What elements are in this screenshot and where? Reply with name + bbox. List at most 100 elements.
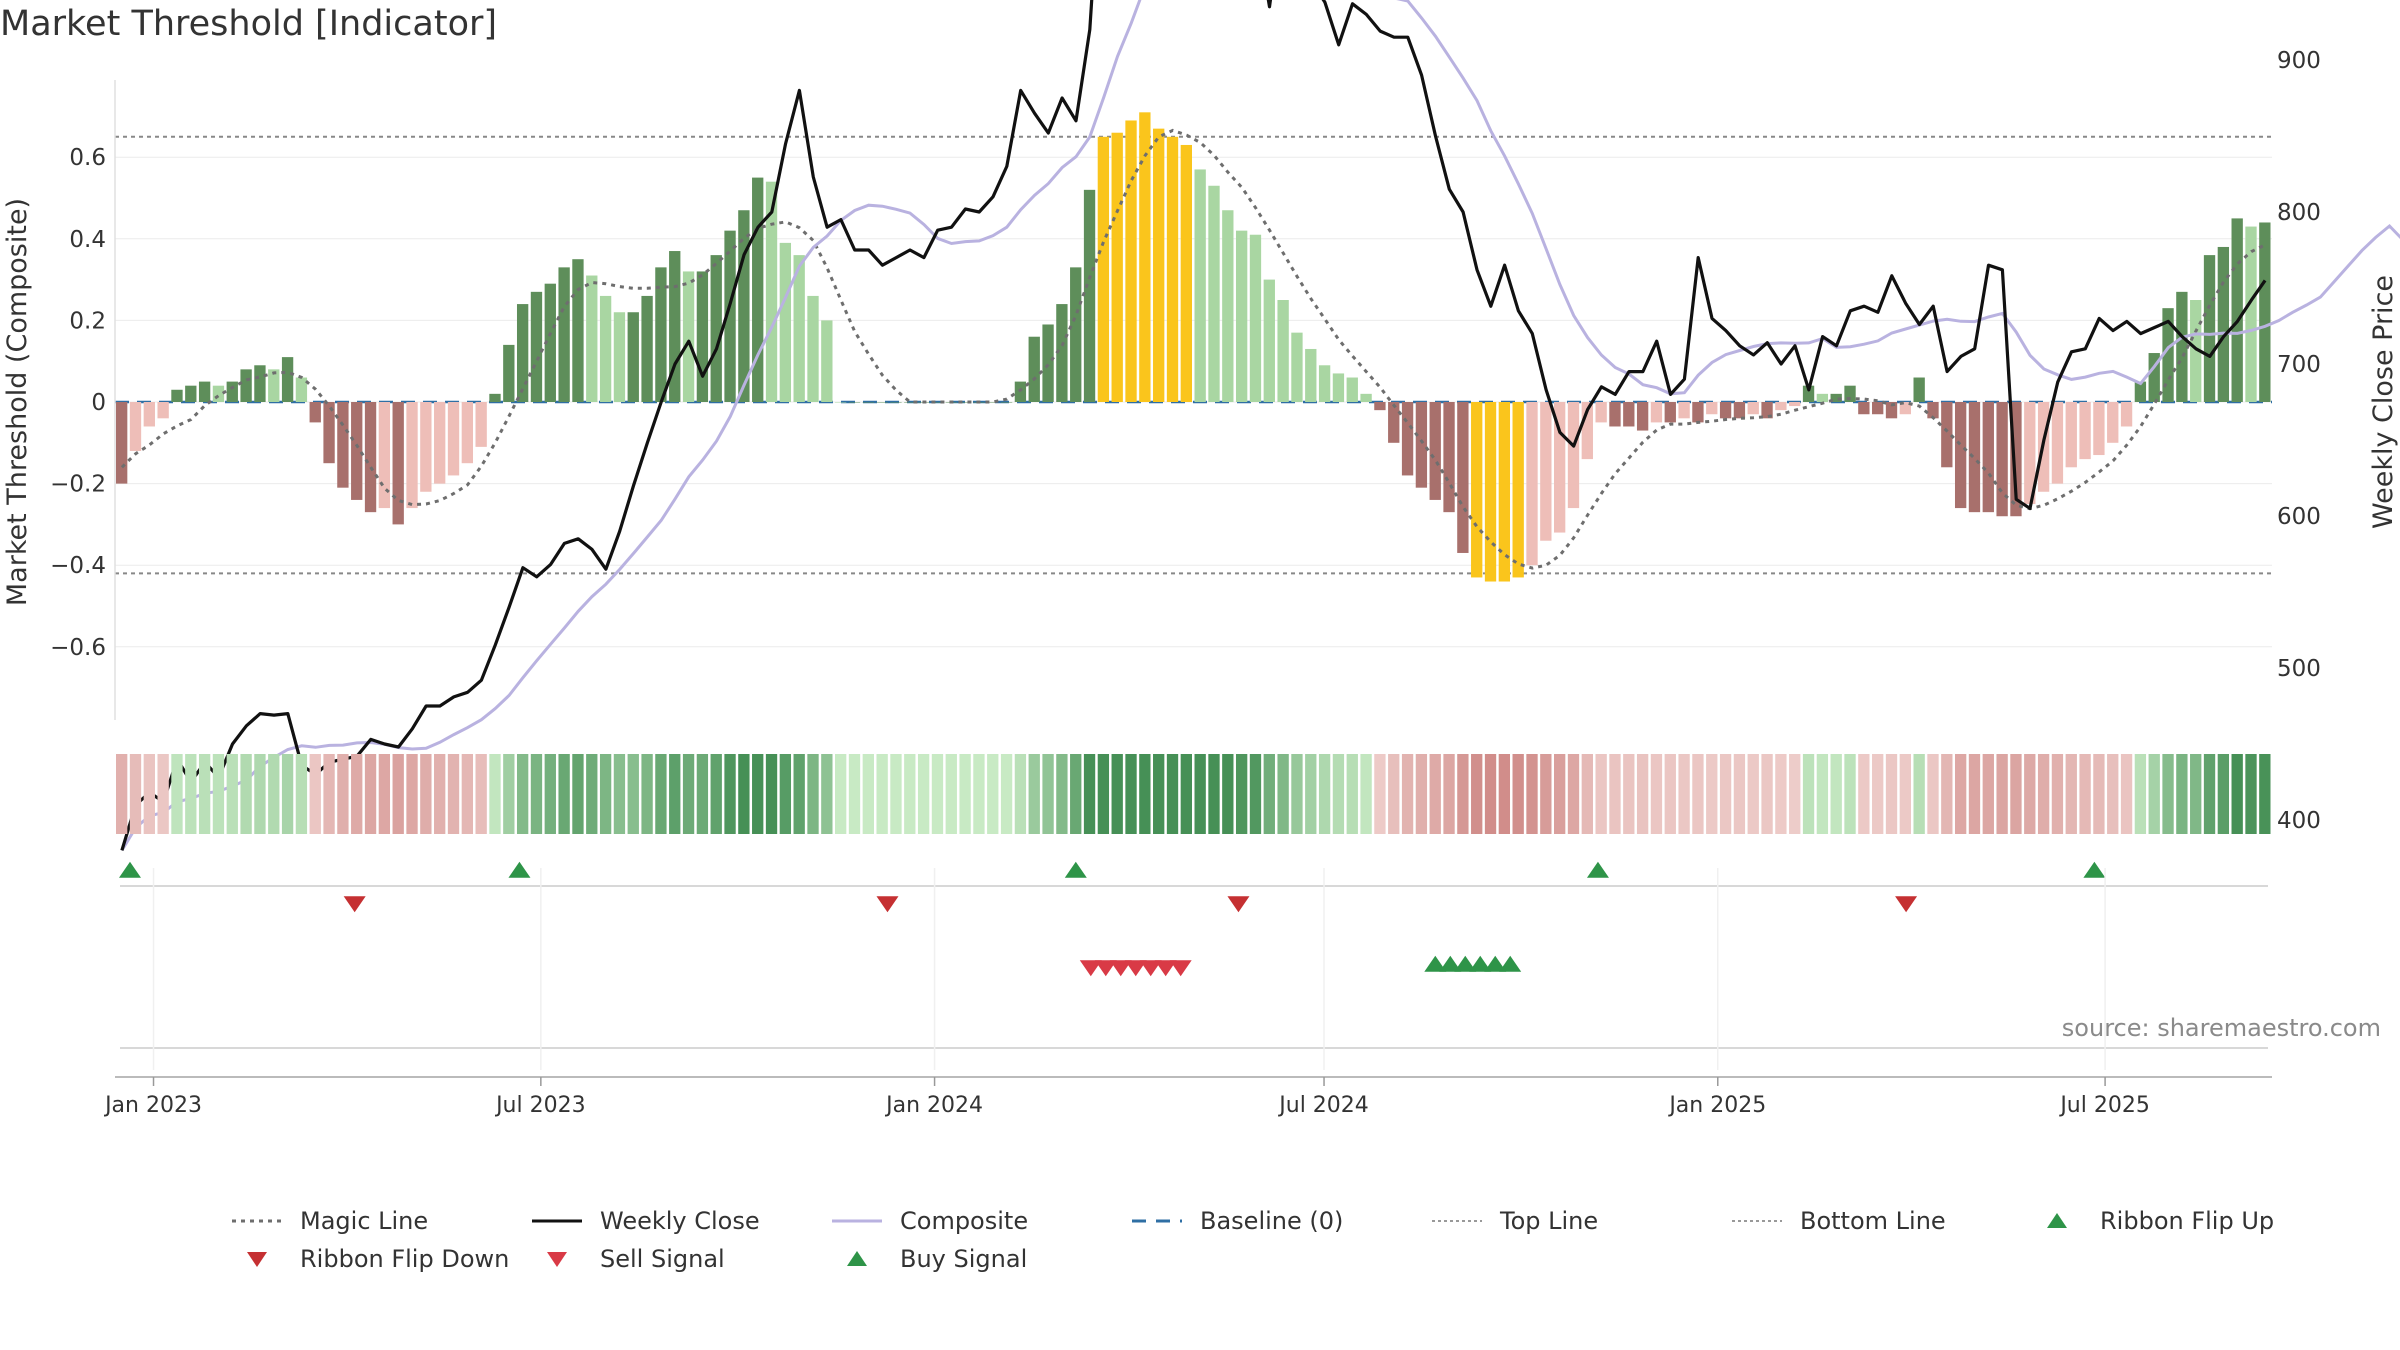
threshold-bar <box>821 320 833 402</box>
ribbon-flip-up-marker <box>2083 861 2106 878</box>
threshold-bar <box>212 385 225 402</box>
threshold-bar <box>1125 120 1137 402</box>
threshold-bar <box>876 402 888 403</box>
ribbon-cell <box>475 754 487 834</box>
threshold-bar <box>1775 402 1787 411</box>
ribbon-cell <box>268 754 280 834</box>
ribbon-cell <box>807 754 819 834</box>
ribbon-cell <box>1277 754 1289 834</box>
threshold-bar <box>254 365 266 402</box>
legend-item: Baseline (0) <box>1128 1207 1428 1235</box>
threshold-bar <box>2190 300 2202 402</box>
ribbon-cell <box>710 754 722 834</box>
ribbon-cell <box>1872 754 1884 834</box>
threshold-bar <box>1235 230 1248 402</box>
threshold-bar <box>1083 189 1096 402</box>
left-axis-label: Market Threshold (Composite) <box>2 198 33 606</box>
threshold-bar <box>1927 402 1939 419</box>
ribbon-cell <box>2024 754 2036 834</box>
right-tick-label: 500 <box>2277 656 2321 682</box>
ribbon-cell <box>1332 754 1345 834</box>
ribbon-cell <box>1761 754 1773 834</box>
threshold-bar <box>599 295 612 402</box>
ribbon-cell <box>931 754 944 834</box>
threshold-bar <box>793 255 805 402</box>
threshold-bar <box>959 402 971 403</box>
ribbon-cell <box>1678 754 1690 834</box>
threshold-bar <box>1595 402 1607 423</box>
threshold-bar <box>2259 222 2271 402</box>
ribbon-cell <box>1263 754 1275 834</box>
ribbon-cell <box>696 754 709 834</box>
ribbon-cell <box>240 754 252 834</box>
ribbon-cell <box>254 754 266 834</box>
ribbon-cell <box>1443 754 1455 834</box>
threshold-bar <box>516 304 529 402</box>
ribbon-cell <box>1789 754 1801 834</box>
threshold-bar <box>309 402 321 423</box>
legend-swatch <box>1732 1220 1782 1222</box>
threshold-bar <box>489 393 501 402</box>
ribbon-cell <box>1719 754 1732 834</box>
threshold-bar <box>1374 402 1386 411</box>
ribbon-cell <box>1540 754 1552 834</box>
legend-label: Ribbon Flip Up <box>2100 1207 2275 1235</box>
threshold-bar <box>1429 402 1441 500</box>
ribbon-cell <box>1070 754 1082 834</box>
ribbon-cell <box>1249 754 1262 834</box>
x-tick-label: Jul 2024 <box>1277 1093 1369 1118</box>
legend-label: Baseline (0) <box>1200 1207 1344 1235</box>
ribbon-cell <box>337 754 349 834</box>
ribbon-cell <box>1954 754 1967 834</box>
ribbon-cell <box>1636 754 1649 834</box>
ribbon-strip <box>116 754 2271 834</box>
threshold-bar <box>475 402 487 447</box>
threshold-bar <box>1761 402 1773 419</box>
ribbon-cell <box>738 754 750 834</box>
threshold-bar <box>572 259 584 402</box>
legend-label: Composite <box>900 1207 1029 1235</box>
threshold-bar <box>1747 402 1759 415</box>
magic-line <box>120 128 2266 570</box>
ribbon-cell <box>434 754 446 834</box>
threshold-bar <box>1208 185 1220 402</box>
threshold-bar <box>2203 255 2216 402</box>
ribbon-cell <box>1830 754 1842 834</box>
left-tick-label: −0.4 <box>50 553 106 579</box>
threshold-bar <box>738 210 750 402</box>
threshold-bar <box>586 275 598 402</box>
ribbon-cell <box>1429 754 1441 834</box>
ribbon-flip-up-marker <box>1586 861 1609 878</box>
threshold-bar <box>1567 402 1580 509</box>
threshold-bar <box>1249 234 1262 402</box>
threshold-bar <box>2120 402 2133 427</box>
ribbon-cell <box>669 754 681 834</box>
threshold-bar <box>2176 291 2188 402</box>
threshold-bar <box>696 271 709 402</box>
threshold-bar <box>1802 385 1815 402</box>
legend-swatch <box>847 1251 867 1266</box>
source-credit: source: sharemaestro.com <box>2061 1014 2381 1042</box>
threshold-bar <box>2148 353 2160 402</box>
ribbon-cell <box>945 754 957 834</box>
ribbon-cell <box>1498 754 1511 834</box>
ribbon-cell <box>323 754 335 834</box>
legend-item: Ribbon Flip Up <box>2028 1207 2328 1235</box>
ribbon-cell <box>1554 754 1566 834</box>
legend-row: Magic Line Weekly Close Composite Baseline … <box>228 1202 2328 1240</box>
ribbon-cell <box>1028 754 1040 834</box>
threshold-bar <box>2245 226 2257 402</box>
ribbon-cell <box>1899 754 1911 834</box>
ribbon-cell <box>876 754 888 834</box>
composite-line <box>120 0 2400 852</box>
threshold-bar <box>420 402 432 492</box>
ribbon-cell <box>1484 754 1497 834</box>
ribbon-cell <box>793 754 805 834</box>
ribbon-cell <box>641 754 653 834</box>
ribbon-cell <box>2134 754 2147 834</box>
threshold-bar <box>461 402 473 464</box>
threshold-bar <box>544 283 556 402</box>
ribbon-cell <box>2010 754 2022 834</box>
threshold-bar <box>198 381 211 402</box>
threshold-bar <box>1733 402 1746 419</box>
